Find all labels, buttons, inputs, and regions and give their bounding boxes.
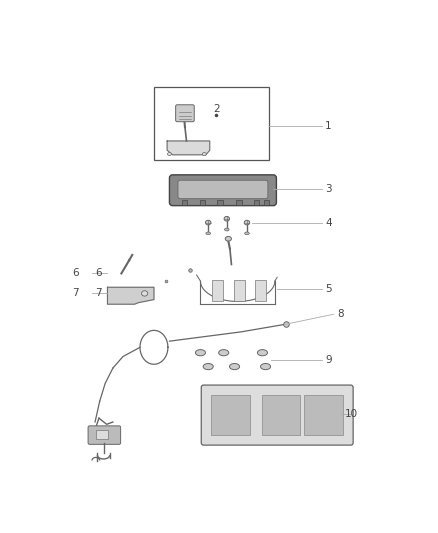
FancyBboxPatch shape [178, 180, 268, 199]
Text: 6: 6 [72, 269, 78, 278]
Text: 4: 4 [325, 219, 332, 228]
Ellipse shape [202, 152, 206, 156]
Bar [212, 280, 223, 301]
Text: 5: 5 [325, 284, 332, 294]
Ellipse shape [206, 232, 211, 235]
Polygon shape [167, 141, 210, 155]
Bar [234, 280, 245, 301]
FancyBboxPatch shape [170, 175, 276, 206]
Text: 8: 8 [337, 309, 343, 319]
Ellipse shape [195, 350, 205, 356]
Ellipse shape [258, 350, 268, 356]
Bar [236, 200, 241, 205]
Ellipse shape [224, 216, 230, 221]
Ellipse shape [219, 350, 229, 356]
Ellipse shape [261, 364, 271, 370]
Ellipse shape [230, 364, 240, 370]
Bar [254, 200, 259, 205]
Ellipse shape [141, 290, 148, 296]
FancyBboxPatch shape [201, 385, 353, 445]
Ellipse shape [205, 220, 211, 225]
Text: 7: 7 [72, 288, 78, 298]
FancyBboxPatch shape [176, 105, 194, 122]
Text: 6: 6 [95, 269, 102, 278]
Ellipse shape [167, 152, 171, 156]
Bar [218, 200, 223, 205]
Bar [255, 280, 266, 301]
Ellipse shape [203, 364, 213, 370]
Bar [264, 200, 269, 205]
Ellipse shape [244, 220, 250, 225]
Bar [211, 395, 250, 435]
FancyBboxPatch shape [88, 426, 120, 445]
Bar [154, 87, 268, 160]
Ellipse shape [224, 228, 229, 231]
Text: 7: 7 [95, 288, 102, 298]
Text: 10: 10 [345, 409, 358, 419]
Text: 1: 1 [325, 120, 332, 131]
Bar [261, 395, 300, 435]
Text: 9: 9 [325, 356, 332, 366]
Text: 2: 2 [214, 103, 220, 114]
Bar [96, 430, 108, 439]
Bar [304, 395, 343, 435]
Text: 3: 3 [325, 184, 332, 193]
Ellipse shape [245, 232, 249, 235]
Ellipse shape [225, 237, 231, 241]
Bar [182, 200, 187, 205]
Polygon shape [107, 287, 154, 304]
Bar [200, 200, 205, 205]
